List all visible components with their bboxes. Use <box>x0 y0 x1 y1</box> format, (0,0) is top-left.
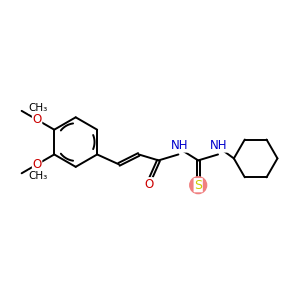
Text: CH₃: CH₃ <box>28 103 48 113</box>
Circle shape <box>190 177 207 194</box>
Text: S: S <box>194 179 202 192</box>
Text: NH: NH <box>210 139 228 152</box>
Text: CH₃: CH₃ <box>28 171 48 181</box>
Text: O: O <box>32 113 42 126</box>
Text: O: O <box>144 178 153 191</box>
Text: O: O <box>32 158 42 171</box>
Text: NH: NH <box>171 139 188 152</box>
